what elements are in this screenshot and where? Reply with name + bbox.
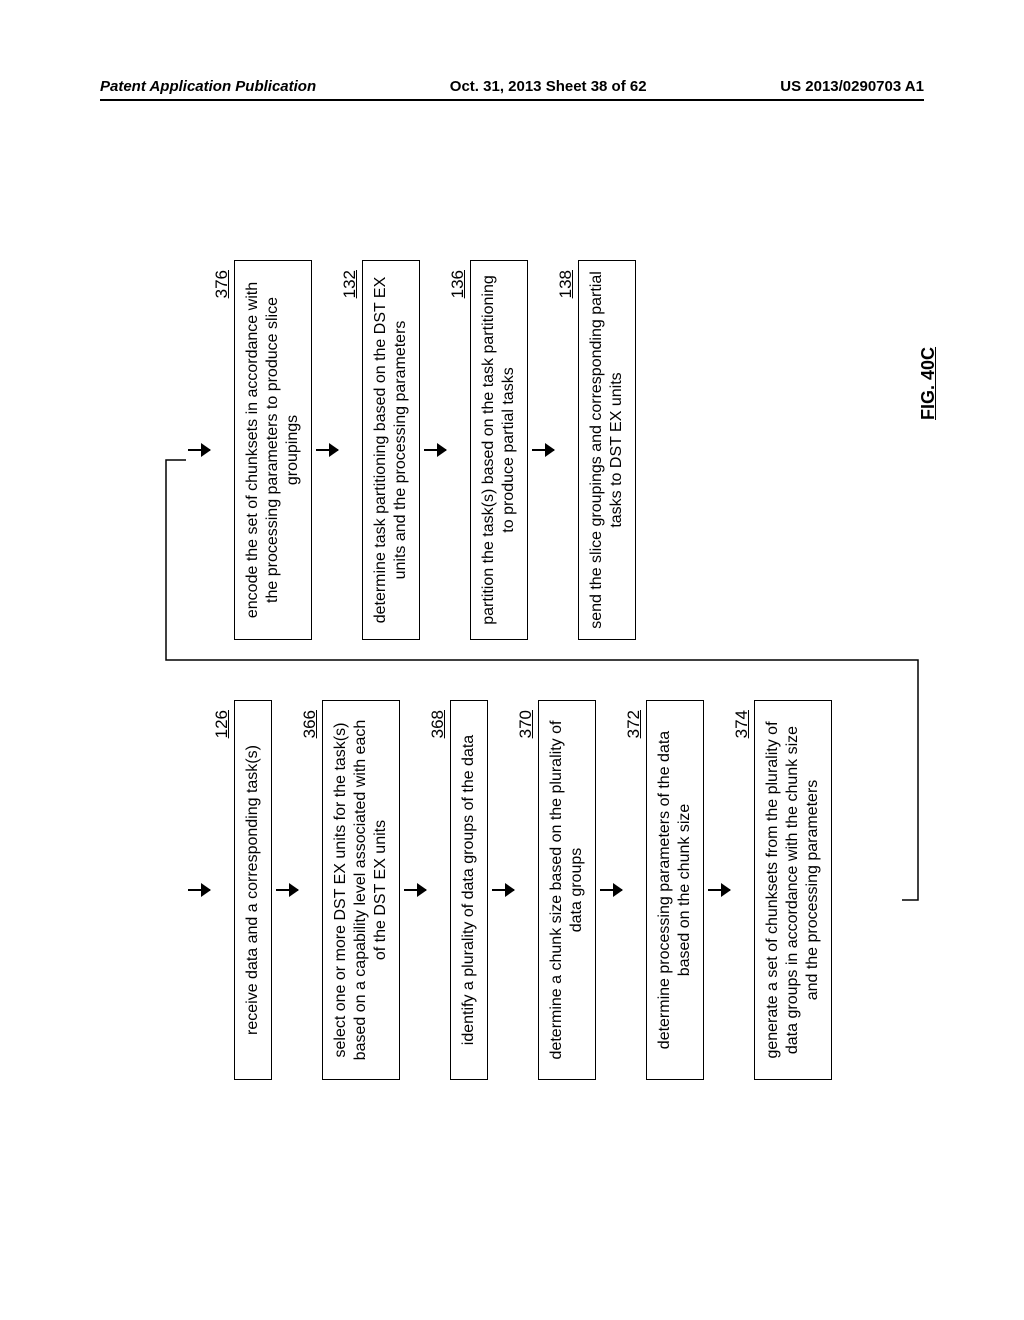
arrow-icon [492, 889, 514, 891]
flow-step-box: send the slice groupings and correspondi… [578, 260, 636, 640]
flow-step-box: select one or more DST EX units for the … [322, 700, 400, 1080]
step-text: determine processing parameters of the d… [656, 731, 693, 1049]
figure-label: FIG. 40C [918, 347, 939, 420]
step-text: encode the set of chunksets in accordanc… [244, 282, 301, 618]
page: Patent Application Publication Oct. 31, … [0, 0, 1024, 1320]
arrow-icon [600, 889, 622, 891]
arrow-icon [424, 449, 446, 451]
arrow-icon [708, 889, 730, 891]
step-number: 370 [516, 710, 536, 738]
flow-left-column: 126 receive data and a corresponding tas… [188, 700, 836, 1080]
flowchart: 126 receive data and a corresponding tas… [0, 180, 1024, 1160]
flow-step-box: partition the task(s) based on the task … [470, 260, 528, 640]
step-text: send the slice groupings and correspondi… [588, 271, 625, 629]
arrow-icon [316, 449, 338, 451]
flow-step-box: determine task partitioning based on the… [362, 260, 420, 640]
arrow-icon [532, 449, 554, 451]
page-header: Patent Application Publication Oct. 31, … [100, 78, 924, 101]
step-text: receive data and a corresponding task(s) [244, 745, 261, 1035]
arrow-icon [188, 449, 210, 451]
flow-step-box: determine processing parameters of the d… [646, 700, 704, 1080]
arrow-icon [404, 889, 426, 891]
step-text: select one or more DST EX units for the … [332, 720, 389, 1061]
step-text: partition the task(s) based on the task … [480, 275, 517, 625]
step-number: 126 [212, 710, 232, 738]
step-number: 138 [556, 270, 576, 298]
step-number: 366 [300, 710, 320, 738]
header-left: Patent Application Publication [100, 78, 316, 95]
step-number: 374 [732, 710, 752, 738]
step-text: generate a set of chunksets from the plu… [764, 721, 821, 1058]
step-number: 132 [340, 270, 360, 298]
flow-step-box: encode the set of chunksets in accordanc… [234, 260, 312, 640]
step-number: 372 [624, 710, 644, 738]
flow-step-box: determine a chunk size based on the plur… [538, 700, 596, 1080]
step-number: 368 [428, 710, 448, 738]
step-text: determine a chunk size based on the plur… [548, 721, 585, 1060]
step-text: determine task partitioning based on the… [372, 277, 409, 624]
flow-step-box: receive data and a corresponding task(s) [234, 700, 272, 1080]
flow-right-column: 376 encode the set of chunksets in accor… [188, 260, 836, 640]
step-number: 376 [212, 270, 232, 298]
arrow-icon [188, 889, 210, 891]
flow-step-box: identify a plurality of data groups of t… [450, 700, 488, 1080]
step-text: identify a plurality of data groups of t… [460, 735, 477, 1045]
flow-step-box: generate a set of chunksets from the plu… [754, 700, 832, 1080]
arrow-icon [276, 889, 298, 891]
header-right: US 2013/0290703 A1 [780, 78, 924, 95]
step-number: 136 [448, 270, 468, 298]
header-center: Oct. 31, 2013 Sheet 38 of 62 [450, 78, 647, 95]
